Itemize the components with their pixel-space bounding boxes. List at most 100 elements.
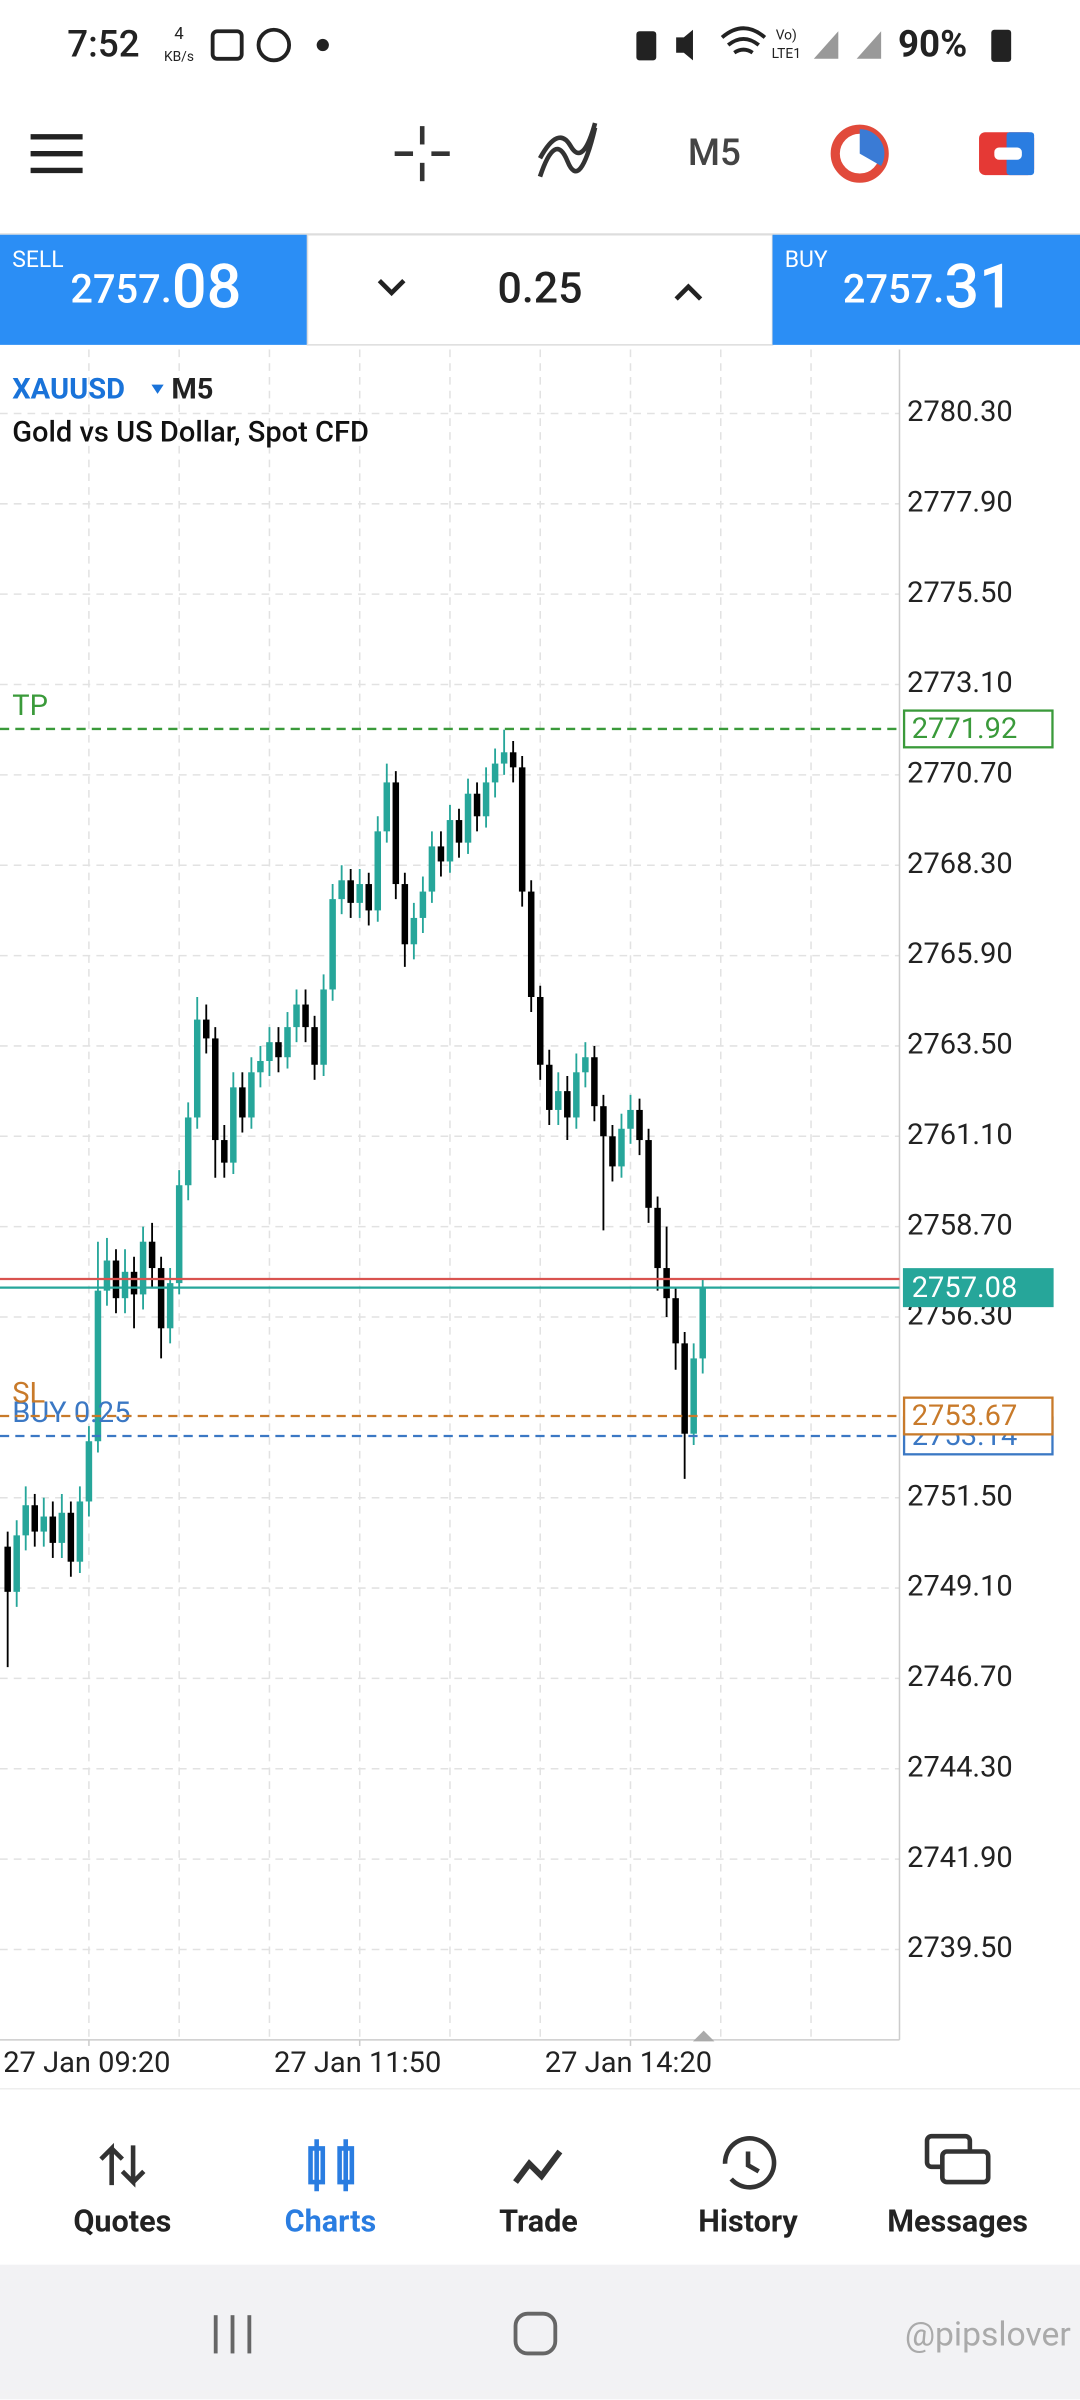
signal-icon [813, 31, 839, 59]
candle-body [609, 1136, 616, 1167]
candle-body [618, 1128, 625, 1167]
candle-body [76, 1501, 84, 1562]
mute-icon [676, 29, 693, 61]
lot-increase[interactable] [674, 283, 703, 301]
y-tick-label: 2739.50 [907, 1931, 1013, 1965]
sell-price: 2757.08 [70, 250, 241, 322]
timeframe-button[interactable]: M5 [688, 131, 741, 174]
candle-body [157, 1268, 165, 1329]
objects-button-part [859, 129, 885, 166]
candle-body [527, 891, 535, 997]
menu-button[interactable] [30, 134, 83, 174]
signal-top: Vo) [776, 28, 797, 44]
candle-body [239, 1087, 246, 1118]
candle-body [518, 767, 526, 892]
candle-body [212, 1038, 219, 1141]
candle-body [193, 1019, 201, 1118]
x-tick-label: 27 Jan 14:20 [545, 2046, 712, 2080]
candle-body [284, 1027, 291, 1058]
candle-body [464, 793, 472, 843]
recents-button[interactable] [213, 2315, 252, 2354]
level-name: SL [12, 1376, 45, 1410]
trade-button-part [994, 147, 1022, 160]
symbol-dropdown[interactable] [151, 384, 164, 394]
y-tick-label: 2777.90 [907, 485, 1013, 519]
y-tick-label: 2780.30 [907, 395, 1013, 429]
y-tick-label: 2741.90 [907, 1841, 1013, 1875]
candle-body [374, 831, 382, 911]
candle-body [663, 1268, 670, 1299]
lot-decrease[interactable] [377, 279, 406, 297]
candle-body [446, 820, 454, 862]
candle-body [58, 1512, 66, 1543]
price-tag-label: 2771.92 [912, 712, 1018, 746]
nav-item[interactable]: Quotes [73, 2204, 171, 2239]
gallery-icon [210, 29, 244, 61]
b-icon [256, 27, 292, 63]
candle-body [473, 793, 481, 817]
lot-size[interactable]: 0.25 [498, 264, 583, 314]
candle-body [175, 1185, 183, 1284]
candle-body [509, 752, 517, 768]
candle-body [401, 884, 409, 945]
candle-body [419, 891, 427, 918]
candle-body [103, 1260, 111, 1291]
candle-body [184, 1117, 192, 1186]
price-tag-label: 2753.67 [912, 1399, 1018, 1433]
nav-item[interactable]: Charts [285, 2204, 377, 2239]
buy-button[interactable] [772, 234, 1080, 345]
net-unit: KB/s [164, 49, 194, 65]
candle-body [148, 1241, 156, 1269]
y-tick-label: 2749.10 [907, 1570, 1013, 1604]
charts-icon [308, 2139, 355, 2192]
signal-icon [856, 31, 882, 59]
sell-button[interactable] [0, 234, 308, 345]
candle-body [681, 1343, 688, 1434]
sell-label: SELL [12, 246, 63, 273]
signal-bottom: LTE1 [772, 46, 801, 62]
candle-body [311, 1027, 318, 1065]
candle-body [356, 884, 363, 903]
trade-icon [513, 2149, 563, 2184]
clock: 7:52 [67, 22, 139, 65]
candle-body [392, 782, 400, 885]
candle-body [40, 1516, 48, 1532]
y-tick-label: 2751.50 [907, 1479, 1013, 1513]
candle-body [555, 1091, 562, 1110]
shift-marker[interactable] [692, 2030, 715, 2042]
watermark: @pipslover [905, 2315, 1071, 2354]
candle-body [121, 1271, 129, 1299]
candle-body [365, 884, 372, 911]
candle-body [654, 1207, 661, 1269]
price-tag [902, 1268, 1054, 1308]
candle-body [546, 1064, 553, 1110]
candle-body [645, 1140, 652, 1208]
x-tick-label: 27 Jan 11:50 [274, 2046, 441, 2080]
candle-body [320, 989, 327, 1065]
candle-body [275, 1042, 282, 1058]
y-tick-label: 2744.30 [907, 1750, 1013, 1784]
candle-body [536, 996, 544, 1065]
nav-item[interactable]: Messages [887, 2204, 1028, 2239]
indicators-button[interactable] [537, 122, 598, 178]
candle-body [482, 782, 490, 817]
nav-item[interactable]: History [698, 2204, 798, 2239]
home-button[interactable] [513, 2311, 558, 2356]
price-tag [902, 709, 1054, 749]
net-speed: 4 [174, 24, 184, 44]
buy-label: BUY [785, 246, 828, 273]
candle-body [67, 1512, 75, 1562]
y-tick-label: 2761.10 [907, 1118, 1013, 1152]
candle-body [338, 880, 345, 900]
quotes-icon [99, 2142, 146, 2188]
y-tick-label: 2773.10 [907, 666, 1013, 700]
crosshair-button[interactable] [394, 126, 450, 182]
messages-icon [924, 2133, 991, 2185]
wifi-icon [720, 26, 767, 55]
candle-body [248, 1072, 255, 1118]
candle-body [672, 1298, 679, 1344]
candle-body [203, 1019, 210, 1039]
nav-item[interactable]: Trade [499, 2204, 578, 2239]
symbol[interactable]: XAUUSD [12, 372, 125, 406]
